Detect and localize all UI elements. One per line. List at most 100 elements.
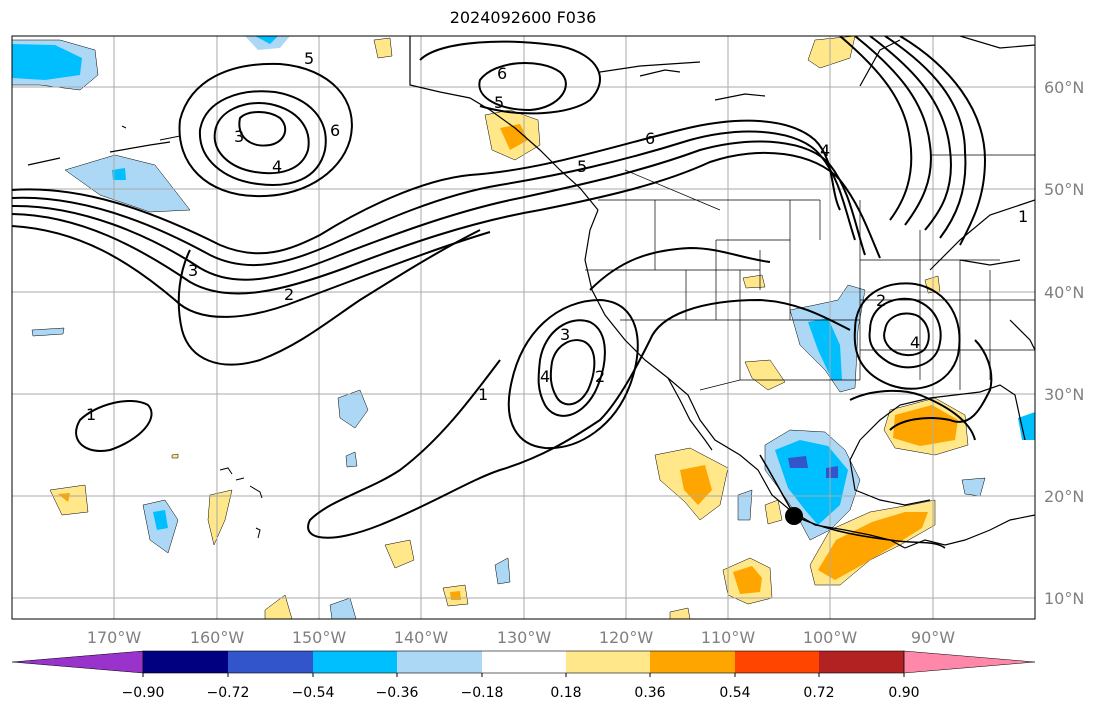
colorbar-segment <box>566 651 650 673</box>
colorbar-tick-label: 0.36 <box>634 685 665 701</box>
lat-label: 30°N <box>1044 385 1084 404</box>
shade-blue-pac-3-core <box>153 510 168 530</box>
shade-blue-pac-6 <box>329 597 357 619</box>
map-title: 2024092600 F036 <box>449 8 597 27</box>
colorbar-segment <box>313 651 397 673</box>
colorbar-segment <box>735 651 819 673</box>
contour-label: 3 <box>188 261 198 280</box>
shade-orange-pac-1 <box>58 493 70 502</box>
contour-label: 4 <box>540 367 550 386</box>
colorbar-extend-max <box>903 650 1036 674</box>
contour-label: 3 <box>560 325 570 344</box>
contour-label: 1 <box>86 405 96 424</box>
contour-label: 5 <box>577 157 587 176</box>
shade-blue-nw-core <box>12 44 82 80</box>
contour-label: 3 <box>234 127 244 146</box>
shade-orange-pac-4 <box>450 591 461 600</box>
lat-labels: 60°N 50°N 40°N 30°N 20°N 10°N <box>1044 78 1084 608</box>
contour-label-group: 5 6 6 5 3 4 6 5 3 2 3 4 2 1 1 2 4 1 4 <box>86 49 1028 424</box>
shade-yellow-mex-sm <box>764 499 783 525</box>
anomaly-shading <box>12 36 1035 619</box>
colorbar-segment <box>143 651 228 673</box>
storm-track <box>759 454 946 549</box>
lon-label: 120°W <box>599 628 654 647</box>
shade-blue-pac-2 <box>345 451 358 468</box>
islands <box>121 125 263 539</box>
shade-blue-bering <box>64 154 191 213</box>
shade-blue-pac-5 <box>494 557 511 585</box>
shade-yellow-pac-6 <box>669 607 691 619</box>
lon-label: 170°W <box>87 628 142 647</box>
shade-blue-mexico-core2 <box>826 466 838 478</box>
shade-blue-top-core <box>255 36 278 44</box>
contour-label: 6 <box>330 121 340 140</box>
shade-blue-mexico-core <box>788 456 808 468</box>
contour-label: 1 <box>478 385 488 404</box>
shade-orange-gulf <box>893 405 958 446</box>
shade-blue-mex-2 <box>737 489 753 521</box>
shade-orange-baja <box>680 465 712 505</box>
lat-label: 50°N <box>1044 180 1084 199</box>
contour-label: 2 <box>284 285 294 304</box>
lat-label: 10°N <box>1044 589 1084 608</box>
shade-orange-epac <box>818 512 928 580</box>
shade-yellow-pac-2 <box>207 489 233 546</box>
shade-orange-epac-2 <box>733 566 762 594</box>
colorbar-tick-label: 0.72 <box>803 685 834 701</box>
lon-label: 90°W <box>911 628 955 647</box>
colorbar-extend-min <box>11 650 144 674</box>
lat-label: 40°N <box>1044 283 1084 302</box>
lon-label: 160°W <box>190 628 245 647</box>
colorbar-segment <box>650 651 735 673</box>
shade-yellow-top-2 <box>807 36 856 69</box>
lat-label: 20°N <box>1044 487 1084 506</box>
shade-blue-fl <box>1018 412 1035 440</box>
shade-blue-sw-core <box>808 318 842 380</box>
colorbar-tick-label: 0.18 <box>550 685 581 701</box>
lon-label: 110°W <box>701 628 756 647</box>
lon-label: 130°W <box>497 628 552 647</box>
shade-yellow-sm-1 <box>171 453 179 459</box>
colorbar-segment <box>397 651 482 673</box>
shade-blue-bering-dot <box>112 168 126 180</box>
colorbar-tick-label: −0.18 <box>461 685 504 701</box>
colorbar-tick-label: 0.54 <box>719 685 750 701</box>
contour-label: 6 <box>645 129 655 148</box>
shade-yellow-pac-5 <box>264 594 293 619</box>
colorbar-tick-label: −0.72 <box>207 685 250 701</box>
shade-yellow-top-1 <box>373 37 393 59</box>
contour-label: 2 <box>876 291 886 310</box>
colorbar-outline <box>142 650 905 674</box>
colorbar-tick-label: −0.36 <box>376 685 419 701</box>
lon-label: 100°W <box>803 628 858 647</box>
shade-yellow-sw-1 <box>744 359 786 391</box>
colorbar-tick-label: 0.90 <box>888 685 919 701</box>
contour-label: 4 <box>272 157 282 176</box>
colorbar-segment <box>482 651 566 673</box>
contours <box>12 36 993 539</box>
lon-label: 140°W <box>394 628 449 647</box>
shade-orange-alaska <box>500 124 528 150</box>
contour-label: 5 <box>494 93 504 112</box>
contour-label: 4 <box>910 333 920 352</box>
state-borders <box>409 36 1035 391</box>
colorbar-tick-label: −0.90 <box>122 685 165 701</box>
shade-blue-pac-4 <box>31 327 65 337</box>
colorbar-ticks: −0.90 −0.72 −0.54 −0.36 −0.18 0.18 0.36 … <box>122 685 920 701</box>
colorbar-segment <box>228 651 313 673</box>
contour-label: 6 <box>497 64 507 83</box>
shade-yellow-pac-1 <box>49 484 89 516</box>
shade-yellow-pac-3 <box>384 539 415 569</box>
contour-label: 2 <box>595 367 605 386</box>
shade-blue-top <box>245 36 290 50</box>
contour-label: 1 <box>1018 207 1028 226</box>
lon-labels: 170°W 160°W 150°W 140°W 130°W 120°W 110°… <box>87 628 955 647</box>
contour-label: 4 <box>820 141 830 160</box>
colorbar-tick-label: −0.54 <box>292 685 335 701</box>
lat-label: 60°N <box>1044 78 1084 97</box>
colorbar-segment <box>819 651 904 673</box>
storm-center-marker <box>785 507 803 525</box>
map-frame <box>11 35 1036 620</box>
shade-yellow-sw-2 <box>742 274 766 289</box>
gridlines <box>12 36 1035 619</box>
